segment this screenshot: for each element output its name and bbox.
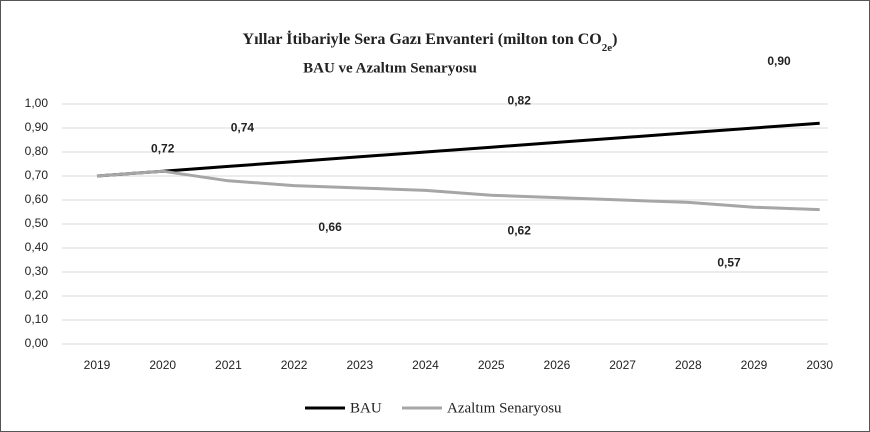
y-tick-label: 0,80 <box>25 144 49 158</box>
data-label: 0,62 <box>508 223 532 237</box>
x-tick-label: 2030 <box>806 358 833 372</box>
title-end: ) <box>612 31 617 48</box>
y-tick-label: 0,20 <box>25 288 49 302</box>
title-main: Yıllar İtibariyle Sera Gazı Envanteri (m… <box>243 29 602 48</box>
x-tick-label: 2021 <box>215 358 242 372</box>
y-tick-label: 0,30 <box>25 264 49 278</box>
legend-label: Azaltım Senaryosu <box>447 400 562 416</box>
data-label: 0,90 <box>767 54 791 68</box>
y-tick-label: 0,10 <box>25 312 49 326</box>
y-tick-label: 0,70 <box>25 168 49 182</box>
x-tick-label: 2029 <box>741 358 768 372</box>
legend-label: BAU <box>350 400 382 416</box>
chart-subtitle: BAU ve Azaltım Senaryosu <box>303 60 477 76</box>
data-label: 0,82 <box>508 93 532 107</box>
title-subscript: 2e <box>602 42 613 54</box>
data-label: 0,66 <box>318 220 342 234</box>
x-tick-label: 2023 <box>346 358 373 372</box>
x-tick-label: 2027 <box>609 358 636 372</box>
x-tick-label: 2025 <box>478 358 505 372</box>
y-tick-label: 1,00 <box>25 96 49 110</box>
y-tick-label: 0,60 <box>25 192 49 206</box>
x-tick-label: 2028 <box>675 358 702 372</box>
data-label: 0,74 <box>231 121 255 135</box>
series-line <box>96 121 820 178</box>
y-tick-label: 0,00 <box>25 336 49 350</box>
x-tick-label: 2019 <box>84 358 111 372</box>
chart-title: Yıllar İtibariyle Sera Gazı Envanteri (m… <box>243 29 618 54</box>
x-tick-label: 2024 <box>412 358 439 372</box>
x-tick-label: 2020 <box>149 358 176 372</box>
y-tick-label: 0,90 <box>25 120 49 134</box>
data-label: 0,57 <box>717 255 741 269</box>
y-tick-label: 0,50 <box>25 216 49 230</box>
x-tick-label: 2022 <box>281 358 308 372</box>
data-label: 0,72 <box>151 141 175 155</box>
series-line <box>96 169 820 212</box>
x-tick-label: 2026 <box>544 358 571 372</box>
y-tick-label: 0,40 <box>25 240 49 254</box>
